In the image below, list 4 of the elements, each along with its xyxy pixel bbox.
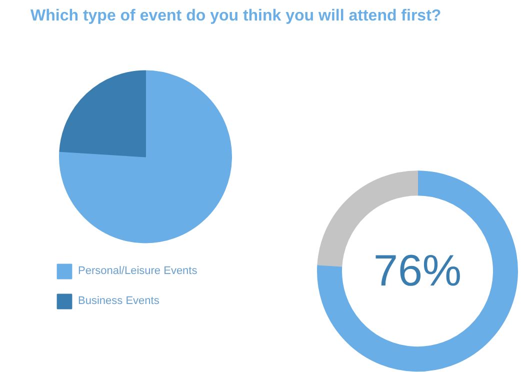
legend-label: Personal/Leisure Events: [78, 265, 198, 277]
chart-title: Which type of event do you think you will attend first?: [30, 8, 442, 24]
data-label: 76%: [373, 246, 462, 296]
legend-label: Business Events: [78, 295, 160, 307]
